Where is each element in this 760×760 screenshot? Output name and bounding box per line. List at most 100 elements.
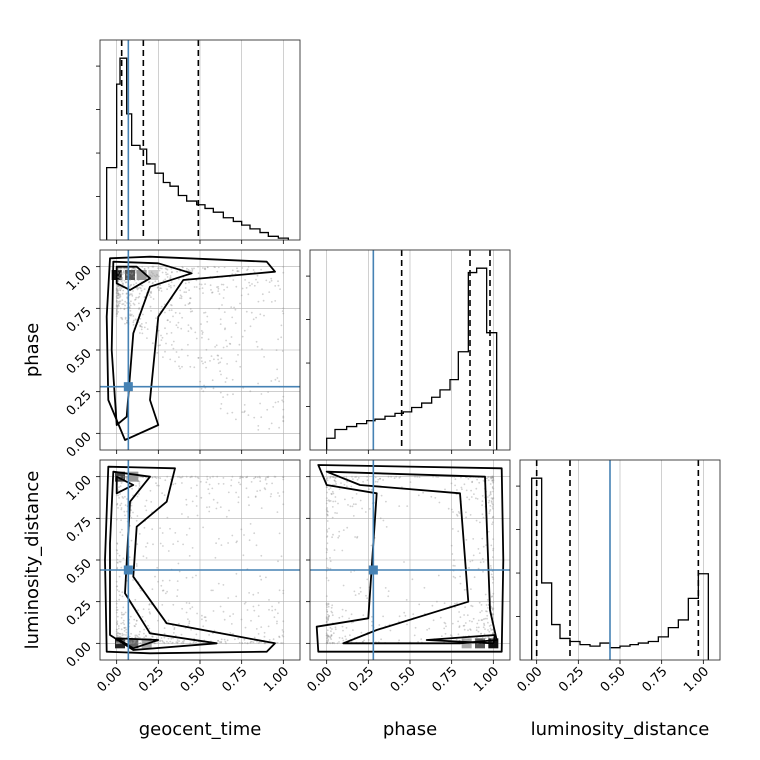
sample-point [138,275,140,278]
sample-point [226,412,229,415]
sample-point [121,534,124,536]
sample-point [210,589,213,592]
sample-point [444,488,446,491]
sample-point [167,550,170,552]
sample-point [325,477,328,480]
sample-point [217,358,220,361]
sample-point [440,635,443,638]
sample-point [350,640,353,643]
sample-point [412,613,415,616]
sample-point [154,475,156,478]
sample-point [420,638,423,641]
sample-point [124,626,127,629]
sample-point [231,475,234,478]
sample-point [456,489,458,491]
sample-point [272,638,275,641]
x-axis-label-luminosity-distance: luminosity_distance [531,719,710,740]
sample-point [141,284,144,287]
sample-point [231,411,234,414]
sample-point [153,274,156,277]
sample-point [276,622,278,625]
sample-point [139,630,141,633]
sample-point [115,518,118,521]
sample-point [148,280,151,283]
sample-point [123,270,125,273]
sample-point [362,614,365,617]
sample-point [263,314,265,317]
sample-point [116,297,119,299]
x-axis-label-geocent-time: geocent_time [139,719,262,740]
sample-point [121,279,124,281]
sample-point [160,305,163,308]
sample-point [430,495,433,498]
sample-point [487,501,490,504]
sample-point [236,267,238,270]
x-tick-label: 1.00 [261,664,292,695]
sample-point [326,642,329,644]
sample-point [159,267,162,269]
sample-point [280,324,283,327]
sample-point [277,601,280,604]
sample-point [252,605,255,608]
sample-point [135,519,138,522]
sample-point [143,628,146,631]
sample-point [384,587,387,589]
sample-point [409,481,412,483]
sample-point [235,285,238,288]
sample-point [135,619,138,622]
sample-point [227,491,230,494]
sample-point [282,395,285,398]
sample-point [152,265,155,268]
sample-point [337,536,340,539]
sample-point [163,494,166,497]
sample-point [188,301,191,304]
sample-point [361,507,363,510]
sample-point [477,619,480,622]
sample-point [245,476,248,479]
sample-point [336,642,339,645]
sample-point [492,515,495,518]
sample-point [133,279,136,282]
sample-point [345,638,348,641]
sample-point [159,640,162,643]
sample-point [281,399,284,402]
sample-point [465,539,468,541]
sample-point [174,532,177,534]
sample-point [334,496,337,498]
sample-point [331,642,334,644]
sample-point [204,267,206,269]
sample-point [326,637,328,640]
sample-point [115,642,118,645]
sample-point [325,595,328,597]
sample-point [206,478,209,481]
sample-point [187,618,189,621]
sample-point [116,642,119,645]
sample-point [219,407,222,410]
sample-point [134,598,137,601]
sample-point [326,491,328,494]
x-tick-label: 0.00 [514,664,545,695]
sample-point [278,426,280,429]
sample-point [135,563,138,565]
sample-point [463,628,466,631]
sample-point [241,642,244,645]
sample-point [116,288,118,291]
sample-point [235,572,238,575]
sample-point [325,602,328,605]
sample-point [347,504,349,506]
sample-point [274,300,277,302]
sample-point [118,642,121,645]
sample-point [266,408,269,411]
sample-point [268,599,270,601]
sample-point [276,511,279,513]
sample-point [143,326,146,329]
sample-point [132,642,135,645]
sample-point [188,622,191,625]
sample-point [485,544,487,546]
sample-point [116,634,119,637]
sample-point [215,507,218,510]
sample-point [435,475,438,478]
sample-point [256,274,259,277]
sample-point [479,611,482,614]
